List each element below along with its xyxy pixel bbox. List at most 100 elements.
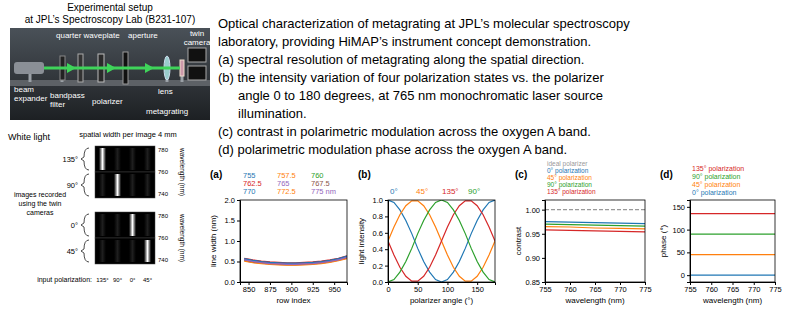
tick: 950 — [328, 282, 341, 294]
camera-image — [95, 146, 155, 172]
tick: 0.0 — [373, 278, 388, 287]
x-axis: 755760765770775 — [684, 282, 782, 294]
tick-label: 765 — [589, 285, 602, 294]
setup-label: aperture — [128, 31, 158, 40]
tick-label: 150 — [471, 285, 484, 294]
input-polarization: 90° — [113, 277, 123, 283]
description-line: angle 0 to 180 degrees, at 765 nm monoch… — [238, 88, 603, 103]
x-axis: 850 875 900 925 950 — [241, 282, 348, 294]
tick-label: 1.00 — [525, 206, 540, 215]
legend-entry: 775 nm — [311, 187, 336, 196]
tick-mark — [385, 282, 388, 283]
series-line — [545, 209, 645, 210]
tick-mark — [237, 241, 240, 242]
photo-background — [10, 28, 210, 120]
spectrum-streak — [144, 214, 151, 236]
camera-image — [95, 238, 155, 264]
chart-panel: 8508759009259500.00.51.01.52.0755757.576… — [209, 169, 348, 305]
tick-label: 0.4 — [373, 245, 383, 254]
tick-label: 100 — [672, 226, 685, 235]
wavelength-tick: 760 — [158, 169, 169, 175]
series-line — [545, 227, 645, 229]
tick-label: 1.5 — [225, 216, 235, 225]
bracket — [81, 148, 89, 170]
tick-mark — [237, 262, 240, 263]
wavelength-label: wavelength (nm) — [178, 147, 186, 196]
x-axis-title: row index — [276, 296, 310, 305]
setup-title: Experimental setup — [67, 2, 153, 13]
spectrum-streak — [114, 240, 121, 262]
tick: 900 — [286, 282, 299, 294]
legend-entry: 770 — [243, 187, 256, 196]
tick-label: 0 — [681, 271, 685, 280]
tick: 755 — [684, 282, 697, 294]
tick-label: 775 — [769, 285, 782, 294]
setup-title: at JPL’s Spectroscopy Lab (B231-107) — [25, 14, 195, 25]
tick-label: 875 — [264, 285, 277, 294]
panel-title: (b) — [358, 169, 371, 180]
plot-frame — [388, 200, 495, 282]
description-line: (b) the intensity variation of four pola… — [218, 70, 605, 85]
tick-label: 950 — [328, 285, 341, 294]
tick: 875 — [264, 282, 277, 294]
row-label: 0° — [71, 221, 78, 230]
tick-label: 0.8 — [373, 212, 383, 221]
legend-entry: 135° — [442, 187, 459, 196]
x-axis-title: wavelength (nm) — [702, 296, 762, 305]
tick: 100 — [442, 282, 455, 294]
spectrum-streak — [144, 174, 151, 196]
tick-label: 900 — [286, 285, 299, 294]
tick-mark — [687, 207, 690, 208]
tick-label: 100 — [442, 285, 455, 294]
input-polarization: 0° — [130, 277, 136, 283]
series-line — [545, 224, 645, 226]
tick: 150 — [672, 203, 690, 212]
panel-title: (c) — [515, 169, 527, 180]
tick: 0.85 — [525, 278, 545, 287]
beam-expander — [14, 62, 44, 74]
x-axis-title: polarizer angle (°) — [410, 296, 474, 305]
axis-line — [687, 201, 691, 283]
x-axis: 0 50 100 150 — [386, 282, 495, 294]
tick-label: 0 — [386, 285, 390, 294]
page: Experimental setupat JPL’s Spectroscopy … — [0, 0, 789, 324]
wavelength-label: wavelength (nm) — [178, 213, 186, 262]
tick-label: 755 — [539, 285, 552, 294]
bracket — [81, 174, 89, 196]
axis-line — [237, 201, 241, 283]
legend-entry: 45° polarization — [692, 181, 740, 189]
legend-entry: 135° polarization — [547, 188, 596, 196]
tick-label: 770 — [748, 285, 761, 294]
legend-entry: 90° — [468, 187, 480, 196]
legend-entry: 90° polarization — [692, 173, 740, 181]
tick-mark — [542, 282, 545, 283]
x-axis: 755760765770775 — [539, 282, 652, 294]
series-line — [388, 200, 495, 282]
tick: 925 — [307, 282, 320, 294]
plot-frame — [690, 200, 775, 282]
tick: 0.4 — [373, 245, 388, 254]
tick: 0.90 — [525, 254, 545, 263]
legend: 0°45°135°90° — [390, 187, 480, 196]
input-polarization: 45° — [143, 277, 153, 283]
series-line — [690, 213, 775, 214]
tick-label: 50 — [414, 285, 422, 294]
spectrum-streak — [129, 240, 136, 262]
tick-mark — [542, 210, 545, 211]
tick-label: 0.5 — [225, 257, 235, 266]
description-line: laboratory, providing HiMAP’s instrument… — [218, 34, 591, 49]
tick-mark — [687, 252, 690, 253]
tick: 1.00 — [525, 206, 545, 215]
tick-label: 760 — [705, 285, 718, 294]
setup-label: bandpass — [50, 91, 85, 100]
tick-mark — [237, 282, 240, 283]
tick: 760 — [705, 282, 718, 294]
tick: 775 — [639, 282, 652, 294]
tick-mark — [542, 258, 545, 259]
description-line: (a) spectral resolution of metagrating a… — [218, 52, 584, 67]
tick: 0 — [386, 282, 390, 294]
tick-label: 850 — [243, 285, 256, 294]
y-axis-title: contrast — [514, 226, 523, 255]
tick-label: 150 — [672, 203, 685, 212]
spectrum-streak — [114, 214, 121, 236]
